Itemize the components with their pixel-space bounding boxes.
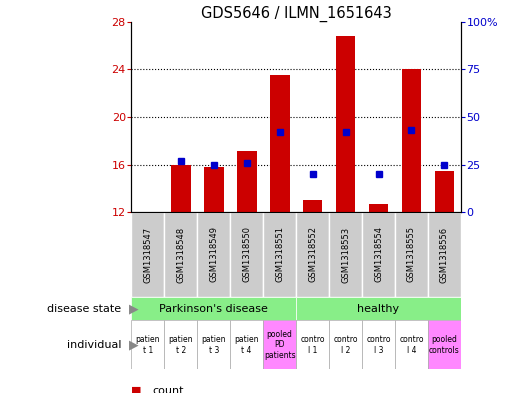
Bar bbox=[435, 171, 454, 212]
Text: GSM1318547: GSM1318547 bbox=[143, 226, 152, 283]
Text: GSM1318548: GSM1318548 bbox=[176, 226, 185, 283]
Text: patien
t 2: patien t 2 bbox=[168, 335, 193, 354]
Bar bbox=[369, 204, 388, 212]
Text: GSM1318555: GSM1318555 bbox=[407, 226, 416, 283]
Bar bbox=[296, 320, 329, 369]
Text: Parkinson's disease: Parkinson's disease bbox=[159, 303, 268, 314]
Text: individual: individual bbox=[66, 340, 121, 350]
Text: pooled
PD
patients: pooled PD patients bbox=[264, 330, 296, 360]
Text: GSM1318553: GSM1318553 bbox=[341, 226, 350, 283]
Bar bbox=[402, 69, 421, 212]
Text: GSM1318552: GSM1318552 bbox=[308, 226, 317, 283]
Bar bbox=[164, 212, 197, 297]
Bar bbox=[395, 320, 428, 369]
Bar bbox=[171, 165, 191, 212]
Bar bbox=[230, 212, 263, 297]
Bar bbox=[164, 320, 197, 369]
Bar bbox=[362, 320, 395, 369]
Bar bbox=[428, 212, 461, 297]
Bar bbox=[336, 36, 355, 212]
Text: ▶: ▶ bbox=[129, 302, 139, 315]
Bar bbox=[197, 212, 230, 297]
Text: contro
l 2: contro l 2 bbox=[333, 335, 358, 354]
Bar bbox=[131, 297, 296, 320]
Bar bbox=[131, 320, 164, 369]
Bar bbox=[329, 320, 362, 369]
Text: count: count bbox=[152, 386, 183, 393]
Text: patien
t 3: patien t 3 bbox=[201, 335, 226, 354]
Bar bbox=[296, 297, 461, 320]
Text: GSM1318550: GSM1318550 bbox=[242, 226, 251, 283]
Bar bbox=[237, 151, 256, 212]
Text: GSM1318549: GSM1318549 bbox=[209, 226, 218, 283]
Bar bbox=[428, 320, 461, 369]
Bar bbox=[270, 75, 289, 212]
Title: GDS5646 / ILMN_1651643: GDS5646 / ILMN_1651643 bbox=[201, 6, 391, 22]
Text: GSM1318554: GSM1318554 bbox=[374, 226, 383, 283]
Bar bbox=[303, 200, 322, 212]
Bar bbox=[131, 212, 164, 297]
Text: healthy: healthy bbox=[357, 303, 400, 314]
Bar bbox=[204, 167, 224, 212]
Text: contro
l 1: contro l 1 bbox=[300, 335, 325, 354]
Bar bbox=[329, 212, 362, 297]
Text: ▶: ▶ bbox=[129, 338, 139, 351]
Text: ■: ■ bbox=[131, 386, 142, 393]
Text: GSM1318556: GSM1318556 bbox=[440, 226, 449, 283]
Bar bbox=[263, 320, 296, 369]
Bar bbox=[263, 212, 296, 297]
Text: disease state: disease state bbox=[47, 303, 121, 314]
Bar bbox=[197, 320, 230, 369]
Text: GSM1318551: GSM1318551 bbox=[275, 226, 284, 283]
Bar bbox=[296, 212, 329, 297]
Bar bbox=[230, 320, 263, 369]
Bar bbox=[362, 212, 395, 297]
Text: pooled
controls: pooled controls bbox=[429, 335, 460, 354]
Text: patien
t 4: patien t 4 bbox=[234, 335, 259, 354]
Text: contro
l 3: contro l 3 bbox=[366, 335, 391, 354]
Text: contro
l 4: contro l 4 bbox=[399, 335, 424, 354]
Text: patien
t 1: patien t 1 bbox=[135, 335, 160, 354]
Bar bbox=[395, 212, 428, 297]
